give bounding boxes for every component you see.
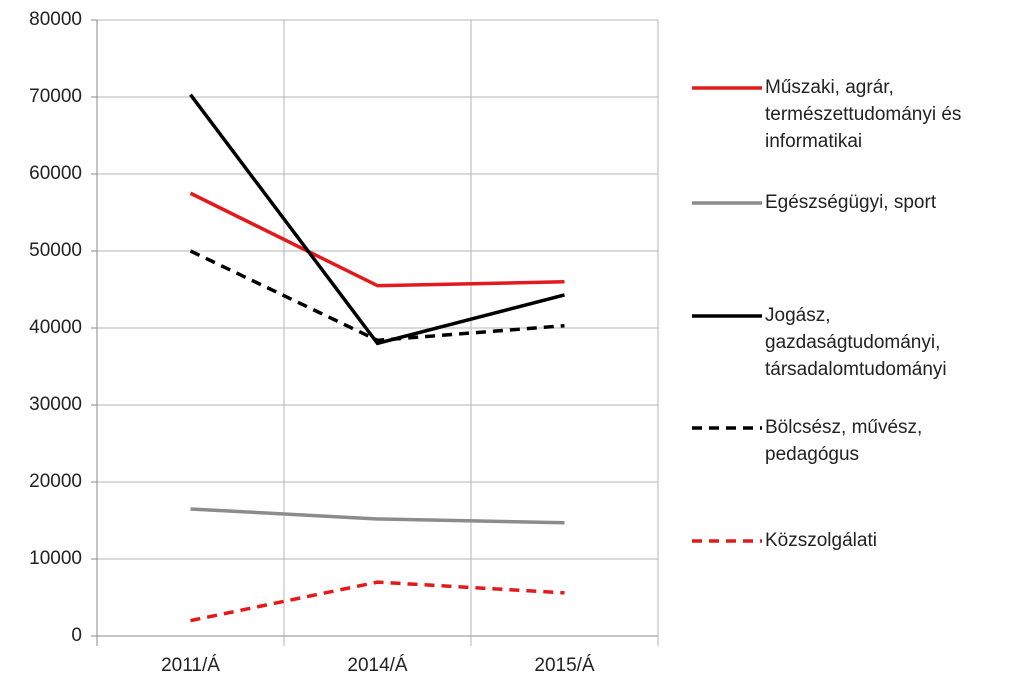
series-line (189, 93, 565, 346)
y-tick-label: 0 (71, 625, 82, 646)
x-tick-label: 2011/Á (161, 655, 220, 676)
y-tick-label: 80000 (29, 9, 82, 30)
legend-label: Műszaki, agrár, természettudományi és in… (765, 77, 962, 152)
legend-label: Jogász, gazdaságtudományi, társadalomtud… (765, 305, 947, 380)
y-tick-label: 70000 (29, 86, 82, 107)
x-tick-label: 2014/Á (347, 655, 408, 676)
y-tick-label: 60000 (29, 163, 82, 184)
y-tick-label: 30000 (29, 394, 82, 415)
series-line (190, 580, 565, 623)
y-tick-label: 50000 (29, 240, 82, 261)
y-tick-label: 20000 (29, 471, 82, 492)
y-tick-label: 40000 (29, 317, 82, 338)
series-line (189, 191, 565, 288)
series-line (190, 507, 565, 525)
legend-label: Bölcsész, művész, pedagógus (765, 417, 923, 465)
legend-label: Közszolgálati (765, 530, 877, 551)
legend-label: Egészségügyi, sport (765, 192, 937, 213)
x-tick-label: 2015/Á (534, 655, 595, 676)
y-tick-label: 10000 (29, 548, 82, 569)
series-line (189, 249, 565, 343)
